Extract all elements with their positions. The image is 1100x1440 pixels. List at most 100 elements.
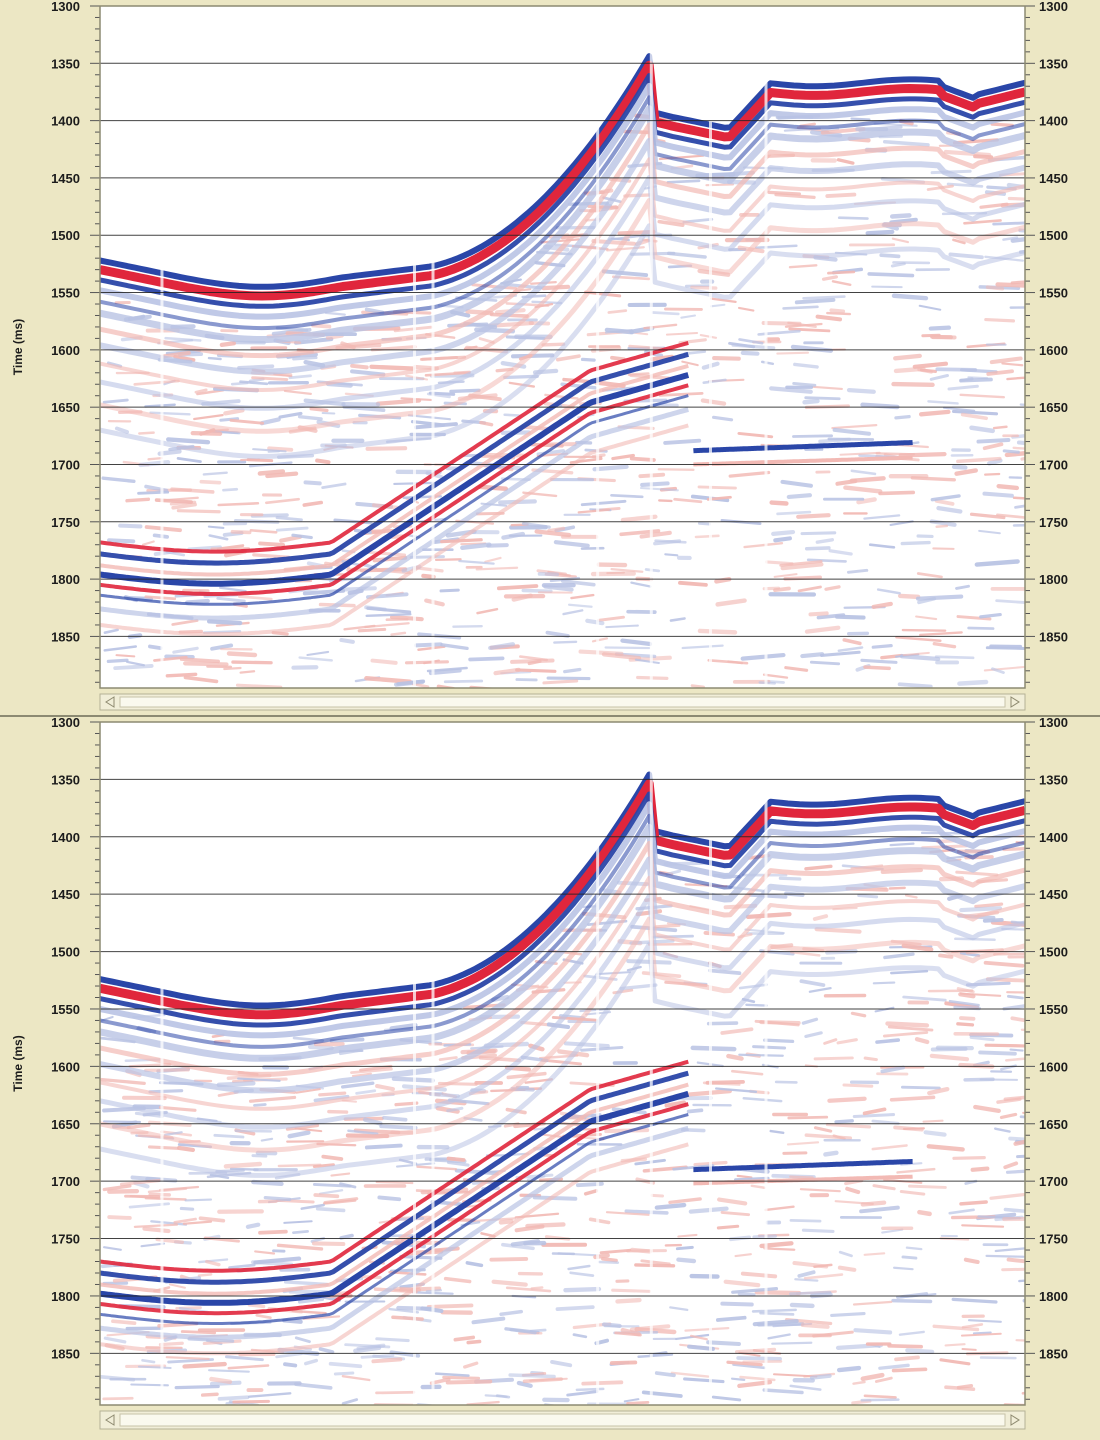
noise-wavelet <box>681 360 699 367</box>
noise-wavelet <box>687 1344 715 1351</box>
noise-wavelet <box>788 264 818 269</box>
noise-wavelet <box>390 631 407 636</box>
noise-wavelet <box>510 658 555 664</box>
deep-reflector <box>100 351 690 566</box>
mid-event <box>693 1159 913 1173</box>
right-tick-label: 1550 <box>1039 1002 1068 1017</box>
noise-wavelet <box>973 1104 1001 1114</box>
noise-wavelet <box>171 619 199 626</box>
noise-wavelet <box>978 1050 1017 1056</box>
noise-wavelet <box>1015 1339 1025 1342</box>
noise-wavelet <box>315 1206 346 1213</box>
right-tick-label: 1800 <box>1039 572 1068 587</box>
noise-wavelet <box>200 1392 219 1397</box>
noise-wavelet <box>901 1085 941 1090</box>
noise-wavelet <box>961 1224 1005 1228</box>
noise-wavelet <box>788 327 831 333</box>
noise-wavelet <box>961 1348 977 1351</box>
noise-wavelet <box>880 868 923 874</box>
noise-wavelet <box>443 679 484 684</box>
noise-wavelet <box>688 1206 729 1214</box>
noise-wavelet <box>570 593 595 600</box>
noise-wavelet <box>684 1088 732 1097</box>
left-tick-label: 1800 <box>51 572 80 587</box>
noise-wavelet <box>142 540 155 546</box>
noise-wavelet <box>815 538 834 544</box>
noise-wavelet <box>800 531 837 536</box>
noise-wavelet <box>827 270 856 275</box>
noise-wavelet <box>846 387 876 394</box>
noise-wavelet <box>948 252 984 260</box>
scroll-left-arrow-icon[interactable] <box>105 696 115 708</box>
noise-wavelet <box>999 1112 1018 1120</box>
scroll-right-arrow-icon[interactable] <box>1010 696 1020 708</box>
noise-wavelet <box>294 1336 311 1344</box>
scroll-left-arrow-icon[interactable] <box>105 1414 115 1426</box>
noise-wavelet <box>863 665 891 671</box>
noise-wavelet <box>745 1003 768 1007</box>
noise-wavelet <box>498 1219 514 1225</box>
noise-wavelet <box>227 1364 270 1370</box>
noise-wavelet <box>1010 280 1025 285</box>
noise-wavelet <box>148 1089 184 1094</box>
noise-wavelet <box>357 627 387 633</box>
noise-wavelet <box>207 525 225 529</box>
right-tick-label: 1850 <box>1039 1346 1068 1361</box>
reflection-events <box>100 6 1025 688</box>
noise-wavelet <box>834 614 866 620</box>
noise-wavelet <box>150 1220 188 1226</box>
horizontal-scrollbar[interactable] <box>99 693 1026 711</box>
noise-wavelet <box>138 431 155 435</box>
noise-wavelet <box>1009 1048 1024 1052</box>
noise-wavelet <box>443 1276 472 1284</box>
noise-wavelet <box>1019 1115 1025 1119</box>
noise-wavelet <box>686 1108 704 1114</box>
noise-wavelet <box>251 1260 294 1267</box>
noise-wavelet <box>404 660 449 665</box>
left-tick-label: 1750 <box>51 1232 80 1247</box>
noise-wavelet <box>194 388 208 394</box>
scroll-right-arrow-icon[interactable] <box>1010 1414 1020 1426</box>
noise-wavelet <box>763 1038 795 1044</box>
noise-wavelet <box>862 1107 887 1116</box>
noise-wavelet <box>359 1064 393 1072</box>
noise-wavelet <box>967 626 995 630</box>
noise-wavelet <box>868 543 896 549</box>
noise-wavelet <box>468 656 505 662</box>
noise-wavelet <box>255 1313 272 1320</box>
noise-wavelet <box>897 593 921 600</box>
noise-wavelet <box>563 1286 602 1293</box>
noise-wavelet <box>915 615 938 621</box>
scrollbar-thumb[interactable] <box>119 1413 1006 1427</box>
noise-wavelet <box>318 1091 347 1097</box>
noise-wavelet <box>939 1358 971 1366</box>
noise-wavelet <box>313 1193 340 1199</box>
noise-wavelet <box>984 317 1016 323</box>
noise-wavelet <box>484 556 502 563</box>
left-tick-label: 1500 <box>51 945 80 960</box>
left-tick-label: 1800 <box>51 1289 80 1304</box>
left-tick-label: 1550 <box>51 286 80 301</box>
noise-wavelet <box>1001 362 1024 367</box>
noise-wavelet <box>321 1154 344 1161</box>
right-tick-label: 1650 <box>1039 400 1068 415</box>
noise-wavelet <box>641 971 682 978</box>
noise-wavelet <box>232 1399 270 1404</box>
noise-wavelet <box>717 1197 748 1206</box>
noise-wavelet <box>202 471 228 476</box>
noise-wavelet <box>806 558 847 563</box>
noise-wavelet <box>604 328 633 334</box>
scrollbar-thumb[interactable] <box>119 696 1006 708</box>
noise-wavelet <box>935 524 949 529</box>
noise-wavelet <box>694 534 720 539</box>
noise-wavelet <box>601 269 649 278</box>
horizontal-scrollbar[interactable] <box>99 1410 1026 1430</box>
deep-reflector <box>100 1059 689 1273</box>
noise-wavelet <box>183 661 229 667</box>
noise-wavelet <box>575 1387 605 1392</box>
noise-wavelet <box>712 356 741 361</box>
noise-wavelet <box>852 1113 896 1118</box>
noise-wavelet <box>689 1273 720 1279</box>
noise-wavelet <box>813 1126 833 1133</box>
